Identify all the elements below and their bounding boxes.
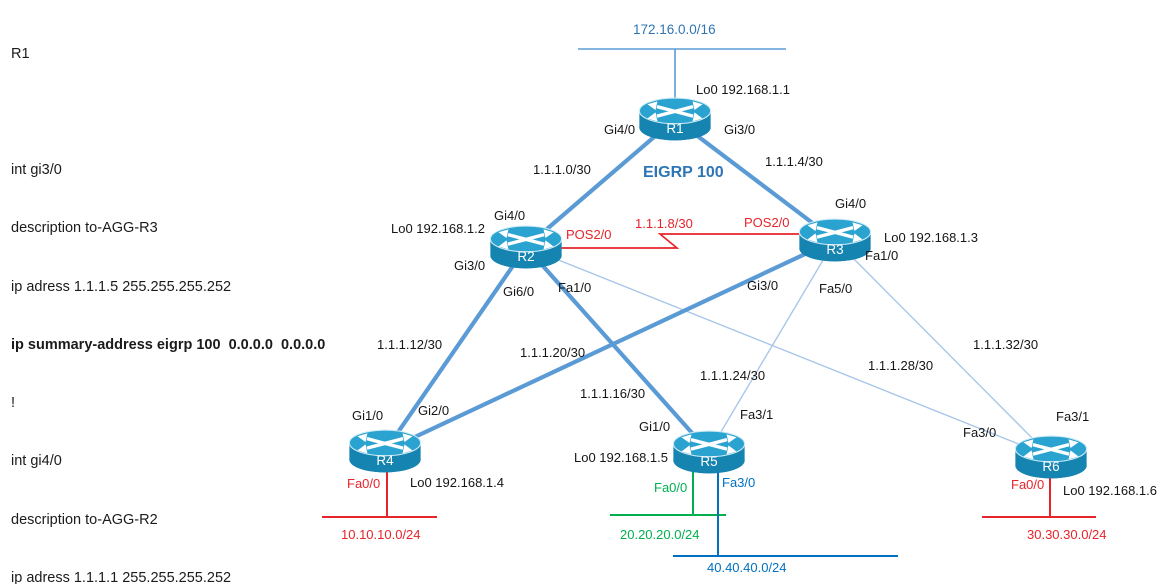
net-20-20-20-label: 20.20.20.0/24 bbox=[620, 527, 700, 542]
r3-gi3-label: Gi3/0 bbox=[747, 278, 779, 293]
router-r4: R4 bbox=[347, 428, 423, 474]
router-r6: R6 bbox=[1013, 434, 1089, 480]
r6-fa31-label: Fa3/1 bbox=[1056, 409, 1090, 424]
link-r2-r4 bbox=[382, 244, 529, 454]
net-40-40-40-label: 40.40.40.0/24 bbox=[707, 560, 787, 575]
r5-fa30-label: Fa3/0 bbox=[722, 475, 756, 490]
net-1-1-1-8-label: 1.1.1.8/30 bbox=[635, 216, 693, 231]
net-1-1-1-32-label: 1.1.1.32/30 bbox=[973, 337, 1039, 352]
net-1-1-1-0-label: 1.1.1.0/30 bbox=[533, 162, 591, 177]
config-line: ip adress 1.1.1.5 255.255.255.252 bbox=[11, 278, 232, 295]
r3-pos2-label: POS2/0 bbox=[744, 215, 790, 230]
config-line: int gi4/0 bbox=[11, 453, 62, 470]
config-line: description to-AGG-R3 bbox=[11, 220, 158, 237]
net-1-1-1-4-label: 1.1.1.4/30 bbox=[765, 154, 823, 169]
r4-fa0-label: Fa0/0 bbox=[347, 476, 381, 491]
config-line: ip adress 1.1.1.1 255.255.255.252 bbox=[11, 569, 232, 584]
top-network-label: 172.16.0.0/16 bbox=[633, 22, 716, 37]
r5-loopback-label: Lo0 192.168.1.5 bbox=[574, 450, 668, 465]
net-1-1-1-24-label: 1.1.1.24/30 bbox=[700, 368, 766, 383]
r2-pos2-label: POS2/0 bbox=[566, 227, 612, 242]
config-line bbox=[11, 103, 358, 122]
config-line: int gi3/0 bbox=[11, 162, 62, 179]
router-r5-name: R5 bbox=[700, 454, 718, 469]
r6-loopback-label: Lo0 192.168.1.6 bbox=[1063, 483, 1157, 498]
r2-gi4-label: Gi4/0 bbox=[494, 208, 526, 223]
link-r2-r3-pos bbox=[560, 233, 799, 249]
r3-fa1-label: Fa1/0 bbox=[865, 248, 899, 263]
net-1-1-1-12-label: 1.1.1.12/30 bbox=[377, 337, 443, 352]
r6-fa0-label: Fa0/0 bbox=[1011, 477, 1045, 492]
net-30-30-30-label: 30.30.30.0/24 bbox=[1027, 527, 1107, 542]
r6-fa30-label: Fa3/0 bbox=[963, 425, 997, 440]
r5-fa31-label: Fa3/1 bbox=[740, 407, 774, 422]
r1-config-panel: R1 int gi3/0 description to-AGG-R3 ip ad… bbox=[11, 6, 358, 584]
stub-net-r5-green bbox=[610, 470, 726, 516]
stub-net-r6 bbox=[982, 477, 1096, 518]
link-r2-r5 bbox=[523, 244, 712, 455]
r3-fa5-label: Fa5/0 bbox=[819, 281, 853, 296]
router-r2: R2 bbox=[488, 224, 564, 270]
r3-loopback-label: Lo0 192.168.1.3 bbox=[884, 230, 978, 245]
r5-gi1-label: Gi1/0 bbox=[639, 419, 671, 434]
router-r1-name: R1 bbox=[666, 121, 684, 136]
r4-loopback-label: Lo0 192.168.1.4 bbox=[410, 475, 504, 490]
link-r3-r5 bbox=[708, 239, 836, 453]
link-r1-r3 bbox=[672, 116, 838, 243]
r4-gi2-label: Gi2/0 bbox=[418, 403, 450, 418]
router-r2-name: R2 bbox=[517, 249, 535, 264]
r2-gi3-label: Gi3/0 bbox=[454, 258, 486, 273]
router-r6-name: R6 bbox=[1042, 459, 1060, 474]
config-line: ! bbox=[11, 395, 16, 412]
config-line: ip summary-address eigrp 100 0.0.0.0 0.0… bbox=[11, 336, 326, 353]
stub-net-r4 bbox=[322, 470, 437, 518]
r5-fa0-label: Fa0/0 bbox=[654, 480, 688, 495]
router-r5: R5 bbox=[671, 429, 747, 475]
stub-net-r5-blue bbox=[673, 470, 898, 557]
lan-172-16 bbox=[578, 48, 786, 100]
link-r2-r6 bbox=[525, 246, 1052, 458]
eigrp-domain-label: EIGRP 100 bbox=[643, 164, 724, 181]
link-r1-r2 bbox=[523, 116, 678, 250]
config-line: R1 bbox=[11, 45, 30, 62]
r3-gi4-label: Gi4/0 bbox=[835, 196, 867, 211]
r4-gi1-label: Gi1/0 bbox=[352, 408, 384, 423]
net-1-1-1-28-label: 1.1.1.28/30 bbox=[868, 358, 934, 373]
link-r3-r4 bbox=[382, 237, 838, 454]
config-line: description to-AGG-R2 bbox=[11, 511, 158, 528]
router-r4-name: R4 bbox=[376, 453, 394, 468]
net-1-1-1-16-label: 1.1.1.16/30 bbox=[580, 386, 646, 401]
router-r3-name: R3 bbox=[826, 242, 844, 257]
link-r3-r6 bbox=[834, 239, 1052, 458]
net-1-1-1-20-label: 1.1.1.20/30 bbox=[520, 345, 586, 360]
r1-gi4-label: Gi4/0 bbox=[604, 122, 636, 137]
r2-gi6-label: Gi6/0 bbox=[503, 284, 535, 299]
router-r1: R1 bbox=[637, 96, 713, 142]
net-10-10-10-label: 10.10.10.0/24 bbox=[341, 527, 421, 542]
r1-loopback-label: Lo0 192.168.1.1 bbox=[696, 82, 790, 97]
router-r3: R3 bbox=[797, 217, 873, 263]
r1-gi3-label: Gi3/0 bbox=[724, 122, 756, 137]
r2-fa1-label: Fa1/0 bbox=[558, 280, 592, 295]
r2-loopback-label: Lo0 192.168.1.2 bbox=[391, 221, 485, 236]
